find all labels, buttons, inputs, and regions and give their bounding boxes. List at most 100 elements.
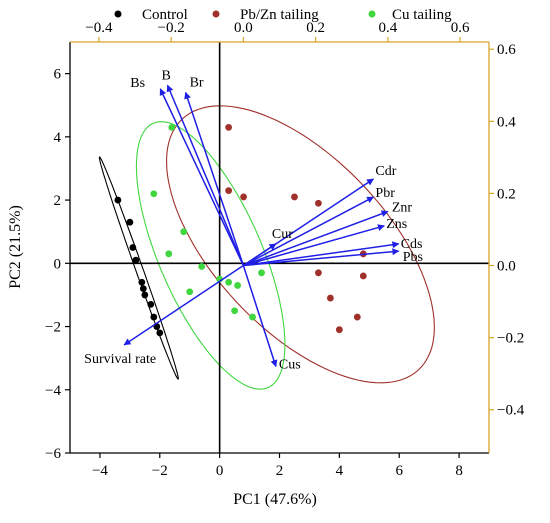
point-control-9	[150, 313, 158, 321]
confidence-ellipses	[98, 105, 435, 390]
loading-arrow-cds	[243, 241, 400, 267]
point-pb-zn-tailing-2	[225, 187, 233, 194]
loading-label-bs: Bs	[130, 76, 145, 91]
point-pb-zn-tailing-7	[359, 272, 367, 280]
loading-label-cur: Cur	[272, 227, 293, 242]
point-control-2	[126, 218, 134, 226]
loading-label-b: B	[162, 68, 171, 83]
loading-arrow-cus	[242, 265, 278, 368]
x-tick-label: −4	[92, 463, 108, 479]
point-cu-tailing-10	[231, 307, 239, 315]
point-cu-tailing-9	[234, 282, 242, 289]
right-tick-label: 0.4	[497, 114, 516, 130]
y-tick-label: −2	[45, 320, 61, 336]
top-tick-label: 0.2	[306, 20, 325, 36]
loading-arrow-zns	[243, 224, 385, 267]
legend-marker-cu	[368, 10, 376, 18]
point-cu-tailing-3	[180, 228, 188, 236]
ellipse-pb-zn-tailing	[166, 105, 435, 384]
loading-label-cds: Cds	[401, 237, 423, 252]
x-tick-label: 6	[395, 463, 403, 479]
point-control-4	[132, 256, 140, 264]
loading-arrow-cur	[242, 243, 277, 267]
loading-arrow-b	[166, 84, 245, 266]
loading-label-cus: Cus	[279, 357, 301, 372]
point-control-6	[139, 285, 147, 292]
legend-item-control: Control	[114, 7, 188, 23]
legend-label-pbzn: Pb/Zn tailing	[240, 7, 319, 23]
legend-marker-control	[114, 10, 122, 18]
point-cu-tailing-6	[186, 288, 194, 296]
loading-arrow-pbr	[243, 196, 375, 267]
ellipse-cu-tailing	[135, 121, 286, 390]
point-pb-zn-tailing-4	[291, 193, 298, 201]
top-tick-label: −0.2	[158, 20, 185, 36]
axis-ticks: −4 −2 0 2 4 6 8 −6 −4 −2 0 2 4 6 −0.4 −0.2 0.0 0.2 0.4 0.6 −…	[45, 20, 525, 479]
loading-label-cdr: Cdr	[375, 164, 396, 179]
y-tick-label: 4	[54, 130, 62, 146]
y-tick-label: 0	[54, 256, 62, 272]
right-tick-label: −0.4	[497, 403, 525, 419]
x-axis-title: PC1 (47.6%)	[233, 491, 317, 508]
loading-arrow-znr	[243, 210, 389, 267]
point-pb-zn-tailing-1	[225, 123, 233, 131]
right-tick-label: 0.0	[497, 259, 516, 275]
loading-arrow-bs	[159, 88, 245, 266]
point-cu-tailing-5	[198, 263, 206, 270]
point-pb-zn-tailing-8	[315, 269, 322, 277]
x-tick-label: −2	[152, 463, 168, 479]
right-tick-label: 0.2	[497, 186, 516, 202]
point-pb-zn-tailing-9	[326, 294, 334, 302]
loading-arrow-br	[184, 91, 245, 266]
loading-label-znr: Znr	[392, 200, 413, 215]
loading-arrow-pbs	[243, 248, 400, 267]
right-tick-label: −0.2	[497, 331, 524, 347]
top-tick-label: 0.4	[378, 20, 397, 36]
loading-label-survival-rate: Survival rate	[84, 352, 156, 367]
point-cu-tailing-4	[165, 250, 173, 258]
point-pb-zn-tailing-11	[353, 313, 361, 321]
x-tick-label: 2	[276, 463, 284, 479]
loading-label-pbr: Pbr	[375, 186, 395, 201]
ellipse-control	[98, 156, 179, 380]
point-cu-tailing-12	[258, 269, 265, 277]
y-tick-label: −6	[45, 446, 61, 462]
legend: Control Pb/Zn tailing Cu tailing	[114, 7, 452, 23]
y-axis-title: PC2 (21.5%)	[7, 205, 24, 289]
x-tick-label: 4	[336, 463, 344, 479]
point-control-7	[141, 291, 149, 299]
point-pb-zn-tailing-10	[335, 326, 343, 334]
top-tick-label: 0.0	[234, 20, 253, 36]
y-tick-label: 2	[54, 193, 62, 209]
legend-label-control: Control	[142, 7, 188, 23]
loading-label-br: Br	[190, 75, 204, 90]
loading-arrow-survival-rate	[123, 264, 244, 346]
point-control-3	[129, 244, 137, 251]
legend-item-pbzn: Pb/Zn tailing	[212, 7, 319, 23]
y-tick-label: 6	[54, 67, 62, 83]
point-control-11	[156, 329, 164, 337]
point-cu-tailing-1	[168, 123, 176, 131]
x-tick-label: 8	[455, 463, 463, 479]
point-cu-tailing-2	[150, 190, 158, 198]
loading-label-zns: Zns	[386, 217, 407, 232]
y-tick-label: −4	[45, 383, 61, 399]
point-pb-zn-tailing-5	[315, 199, 322, 207]
legend-item-cu: Cu tailing	[368, 7, 452, 23]
point-cu-tailing-11	[249, 313, 256, 321]
point-control-8	[147, 301, 155, 308]
loading-label-pbs: Pbs	[403, 250, 423, 265]
point-control-5	[138, 278, 146, 286]
top-tick-label: 0.6	[451, 20, 470, 36]
zero-lines	[70, 42, 489, 453]
score-points	[114, 123, 367, 337]
point-pb-zn-tailing-3	[240, 193, 247, 201]
top-tick-label: −0.4	[85, 20, 113, 36]
x-tick-label: 0	[216, 463, 224, 479]
right-tick-label: 0.6	[497, 42, 516, 58]
point-control-1	[114, 196, 122, 204]
legend-marker-pbzn	[212, 10, 220, 18]
legend-label-cu: Cu tailing	[392, 7, 452, 23]
